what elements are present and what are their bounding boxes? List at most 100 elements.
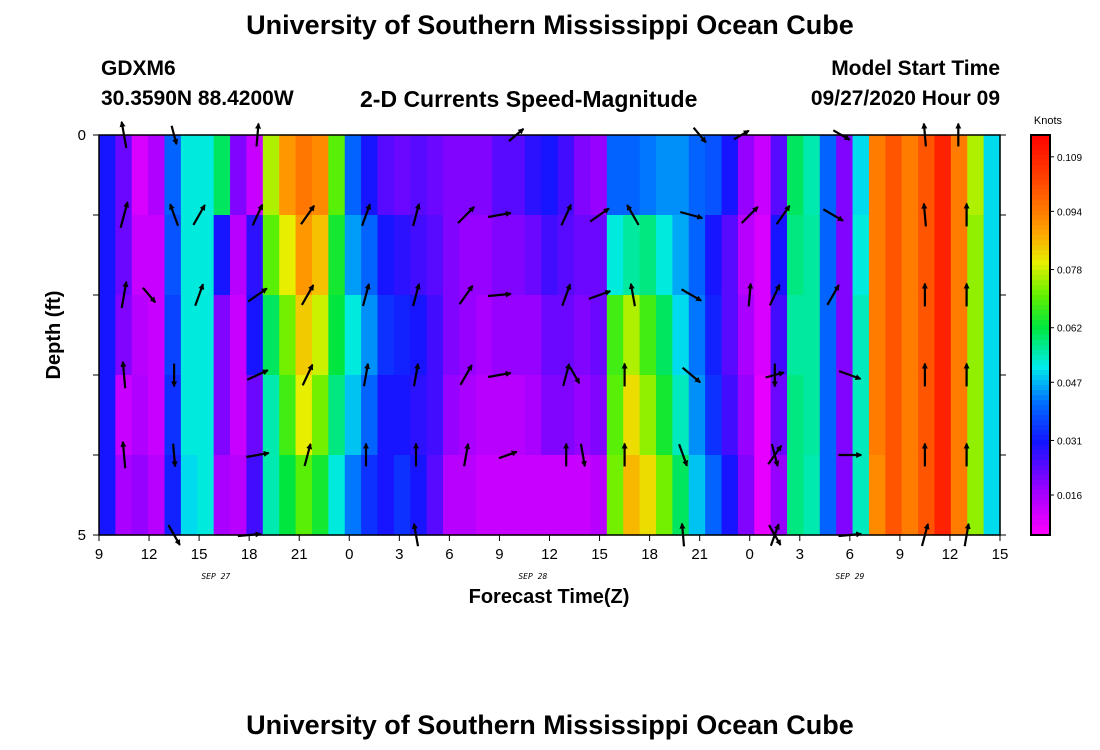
- x-tick-label: 9: [896, 546, 904, 563]
- heatmap-cell: [868, 215, 886, 296]
- colorbar-segment: [1031, 250, 1050, 256]
- current-vector-arrow: [562, 363, 571, 387]
- heatmap-cell: [688, 215, 706, 296]
- heatmap-cell: [279, 455, 297, 536]
- heatmap-cell: [426, 295, 444, 376]
- x-tick-label: 3: [395, 546, 403, 563]
- colorbar-segment: [1031, 470, 1050, 476]
- heatmap-cell: [787, 455, 805, 536]
- heatmap-cell: [131, 455, 149, 536]
- heatmap-cell: [918, 375, 936, 456]
- current-vector-arrow: [246, 450, 270, 459]
- colorbar-segment: [1031, 345, 1050, 351]
- current-vector-arrow: [488, 291, 512, 298]
- heatmap-cell: [819, 455, 837, 536]
- heatmap-cell: [836, 455, 854, 536]
- current-vector-arrow: [680, 288, 703, 302]
- colorbar-segment: [1031, 445, 1050, 451]
- heatmap-cell: [836, 295, 854, 376]
- colorbar-segment: [1031, 385, 1050, 391]
- heatmap-cell: [508, 295, 526, 376]
- heatmap-cell: [983, 455, 1001, 536]
- heatmap-cell: [393, 215, 411, 296]
- heatmap-cell: [803, 375, 821, 456]
- heatmap-cell: [868, 135, 886, 216]
- heatmap-cell: [115, 135, 133, 216]
- heatmap-cell: [541, 215, 559, 296]
- heatmap-cell: [737, 375, 755, 456]
- current-vector-arrow: [303, 443, 313, 467]
- current-vector-arrow: [194, 283, 205, 307]
- current-vector-arrow: [568, 366, 581, 385]
- heatmap-cell: [164, 375, 182, 456]
- heatmap-cell: [508, 375, 526, 456]
- heatmap-cell: [770, 375, 788, 456]
- colorbar-tick-label: 0.031: [1057, 436, 1082, 447]
- current-vector-arrow: [120, 280, 129, 309]
- heatmap-cell: [787, 135, 805, 216]
- heatmap-cell: [721, 295, 739, 376]
- heatmap-cell: [279, 295, 297, 376]
- colorbar-segment: [1031, 430, 1050, 436]
- x-tick-label: 15: [992, 546, 1009, 563]
- heatmap-cell: [737, 455, 755, 536]
- heatmap-cell: [426, 135, 444, 216]
- current-vector-arrow: [681, 366, 701, 384]
- current-vector-arrow: [120, 440, 127, 469]
- heatmap-cell: [115, 455, 133, 536]
- heatmap-cell: [639, 135, 657, 216]
- heatmap-cell: [180, 375, 198, 456]
- heatmap-cell: [803, 135, 821, 216]
- colorbar-segment: [1031, 455, 1050, 461]
- heatmap-cell: [737, 295, 755, 376]
- colorbar-segment: [1031, 425, 1050, 431]
- heatmap-cell: [311, 135, 329, 216]
- heatmap-cell: [197, 455, 215, 536]
- heatmap-cell: [590, 215, 608, 296]
- current-vector-arrow: [768, 283, 781, 306]
- heatmap-cell: [852, 455, 870, 536]
- heatmap-cell: [115, 215, 133, 296]
- heatmap-cell: [721, 215, 739, 296]
- current-vector-arrow: [246, 369, 269, 381]
- colorbar-segment: [1031, 415, 1050, 421]
- current-vector-arrow: [826, 284, 840, 306]
- current-vector-arrow: [459, 364, 473, 386]
- heatmap-cell: [721, 135, 739, 216]
- heatmap-cell: [574, 375, 592, 456]
- heatmap-cell: [475, 455, 493, 536]
- heatmap-cell: [508, 215, 526, 296]
- heatmap-cell: [541, 375, 559, 456]
- heatmap-cell: [967, 215, 985, 296]
- current-vector-arrow: [300, 284, 315, 306]
- colorbar-tick-label: 0.078: [1057, 266, 1082, 277]
- heatmap-cell: [754, 135, 772, 216]
- current-vector-arrow: [300, 204, 315, 225]
- heatmap-cell: [377, 215, 395, 296]
- heatmap-cell: [672, 135, 690, 216]
- heatmap-cell: [639, 295, 657, 376]
- heatmap-cell: [475, 135, 493, 216]
- colorbar-segment: [1031, 340, 1050, 346]
- colorbar-segment: [1031, 380, 1050, 386]
- heatmap-cell: [459, 295, 477, 376]
- heatmap-cell: [574, 135, 592, 216]
- heatmap-cell: [328, 215, 346, 296]
- heatmap-cell: [852, 135, 870, 216]
- heatmap-cell: [950, 135, 968, 216]
- heatmap-cell: [410, 375, 428, 456]
- current-vector-arrow: [770, 443, 780, 467]
- current-vector-arrow: [463, 442, 471, 467]
- heatmap-cell: [328, 295, 346, 376]
- current-vector-arrow: [142, 286, 157, 304]
- colorbar-segment: [1031, 305, 1050, 311]
- colorbar-segment: [1031, 270, 1050, 276]
- colorbar-segment: [1031, 275, 1050, 281]
- colorbar-segment: [1031, 405, 1050, 411]
- heatmap-cell: [655, 455, 673, 536]
- heatmap-cell: [377, 135, 395, 216]
- colorbar-segment: [1031, 450, 1050, 456]
- colorbar-segment: [1031, 165, 1050, 171]
- colorbar-segment: [1031, 280, 1050, 286]
